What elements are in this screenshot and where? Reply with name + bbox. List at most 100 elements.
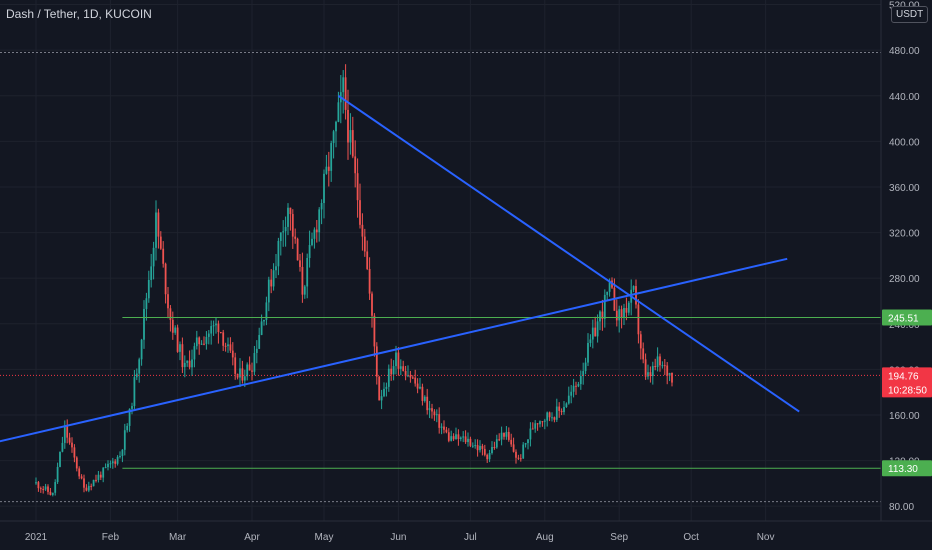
candle-body (131, 406, 133, 409)
candle-body (627, 302, 630, 313)
candle-body (671, 373, 673, 383)
candle-body (536, 423, 539, 425)
candle-body (135, 373, 138, 378)
candle-body (596, 321, 599, 337)
candle-body (349, 130, 352, 143)
candle-body (301, 266, 304, 295)
candle-body (323, 173, 325, 204)
candle-body (51, 492, 54, 495)
candle-body (147, 279, 150, 299)
candle-body (174, 327, 177, 333)
candle-body (313, 229, 316, 239)
candle-body (649, 372, 652, 377)
candle-body (373, 315, 376, 347)
candle-body (378, 376, 381, 401)
candle-body (354, 156, 357, 174)
candle-body (99, 474, 102, 478)
candle-body (440, 426, 443, 428)
candle-body (543, 420, 546, 422)
current-price-label: 10:28:50 (888, 385, 927, 396)
candle-body (164, 263, 167, 295)
time-tick-label: Oct (683, 532, 699, 543)
candle-body (371, 293, 373, 316)
candle-body (366, 251, 369, 269)
candle-body (303, 286, 306, 295)
candle-body (558, 406, 561, 411)
candle-body (179, 344, 181, 352)
candle-body (433, 411, 436, 416)
candle-body (289, 207, 292, 215)
candle-body (594, 327, 597, 337)
time-tick-label: Mar (169, 532, 187, 543)
candle-body (493, 446, 496, 448)
candle-body (159, 236, 162, 249)
candle-body (181, 344, 184, 368)
candle-body (522, 444, 525, 459)
candle-body (330, 143, 333, 171)
candle-body (527, 439, 529, 444)
candle-body (169, 308, 172, 320)
candle-body (335, 121, 337, 132)
grid (0, 0, 881, 521)
candle-body (635, 286, 637, 305)
candle-body (404, 371, 407, 377)
candle-body (37, 482, 40, 489)
candle-body (548, 412, 551, 418)
candle-body (510, 439, 513, 445)
candle-body (284, 226, 287, 232)
candle-body (589, 339, 592, 343)
candle-body (272, 270, 275, 287)
candle-body (500, 432, 503, 440)
candle-body (625, 308, 628, 313)
price-tick-label: 480.00 (889, 46, 920, 57)
candle-body (462, 436, 465, 438)
candle-body (637, 304, 640, 335)
candle-body (623, 308, 625, 318)
candle-body (47, 486, 49, 492)
resistance-price-label-box (882, 309, 932, 326)
candle-body (68, 437, 71, 443)
candle-body (411, 377, 414, 379)
candle-body (414, 377, 417, 384)
candle-body (457, 434, 460, 439)
support-price-label-box (882, 460, 932, 477)
candle-body (654, 366, 657, 368)
currency-label[interactable]: USDT (891, 6, 929, 23)
candle-body (83, 478, 85, 488)
candle-body (517, 457, 520, 459)
candle-body (351, 130, 354, 157)
candle-body (421, 386, 424, 401)
candle-body (479, 445, 481, 451)
candle-body (555, 406, 558, 420)
candle-body (61, 442, 64, 452)
candle-body (570, 391, 573, 396)
candle-body (90, 485, 93, 487)
candle-body (647, 372, 649, 377)
candle-body (476, 445, 479, 451)
candle-body (553, 417, 556, 420)
price-axis-background (881, 0, 932, 550)
candle-body (575, 385, 577, 387)
candle-body (267, 279, 270, 303)
candle-body (63, 425, 66, 443)
candle-body (241, 368, 244, 381)
price-tick-label: 400.00 (889, 137, 920, 148)
candle-body (347, 109, 349, 143)
candle-body (95, 479, 97, 481)
candle-body (275, 266, 277, 271)
candle-body (601, 311, 604, 319)
candle-body (577, 384, 580, 387)
candle-body (344, 77, 347, 110)
candle-body (325, 166, 328, 174)
candles (35, 64, 673, 497)
candle-body (311, 238, 313, 245)
candle-body (486, 454, 489, 460)
candle-body (519, 458, 522, 460)
candle-body (481, 445, 484, 449)
price-tick-label: 440.00 (889, 92, 920, 103)
candle-body (234, 357, 237, 374)
candle-body (642, 348, 645, 360)
candle-body (318, 209, 321, 233)
candle-body (71, 442, 73, 448)
